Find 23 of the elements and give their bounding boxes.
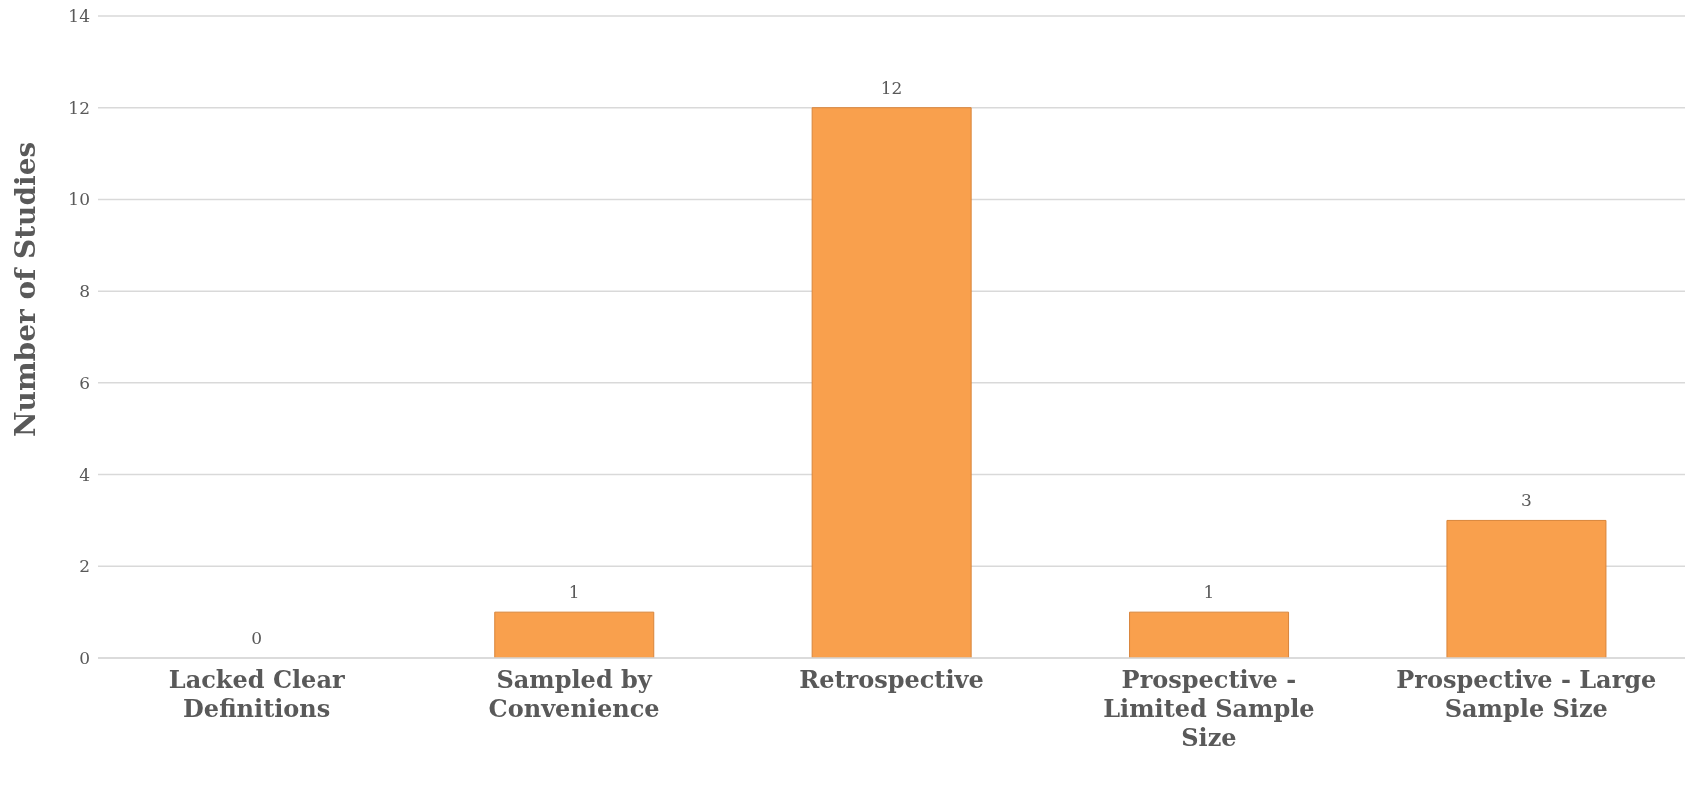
x-tick-label: Prospective - Large Sample Size (1396, 665, 1657, 723)
y-tick-label: 2 (79, 556, 90, 577)
data-label: 1 (1203, 582, 1215, 603)
y-tick-label: 10 (68, 189, 90, 210)
y-tick-label: 14 (68, 6, 90, 27)
y-tick-label: 12 (68, 97, 90, 118)
data-label: 12 (880, 77, 903, 98)
bar (494, 611, 655, 658)
y-axis-title: Number of Studies (8, 141, 42, 437)
bar (1129, 611, 1290, 658)
bar (811, 107, 972, 658)
x-tick-label: Sampled by Convenience (488, 665, 660, 723)
data-label: 0 (251, 628, 263, 648)
y-tick-label: 6 (79, 372, 90, 393)
data-label: 3 (1520, 490, 1532, 511)
x-tick-label: Prospective - Limited Sample Size (1103, 665, 1315, 752)
y-tick-label: 4 (79, 464, 90, 485)
data-label: 1 (568, 582, 580, 603)
y-tick-label: 0 (79, 648, 90, 669)
y-tick-label: 8 (79, 281, 90, 302)
x-tick-label: Lacked Clear Definitions (168, 665, 345, 723)
bar (1446, 519, 1607, 658)
x-tick-label: Retrospective (799, 665, 984, 694)
